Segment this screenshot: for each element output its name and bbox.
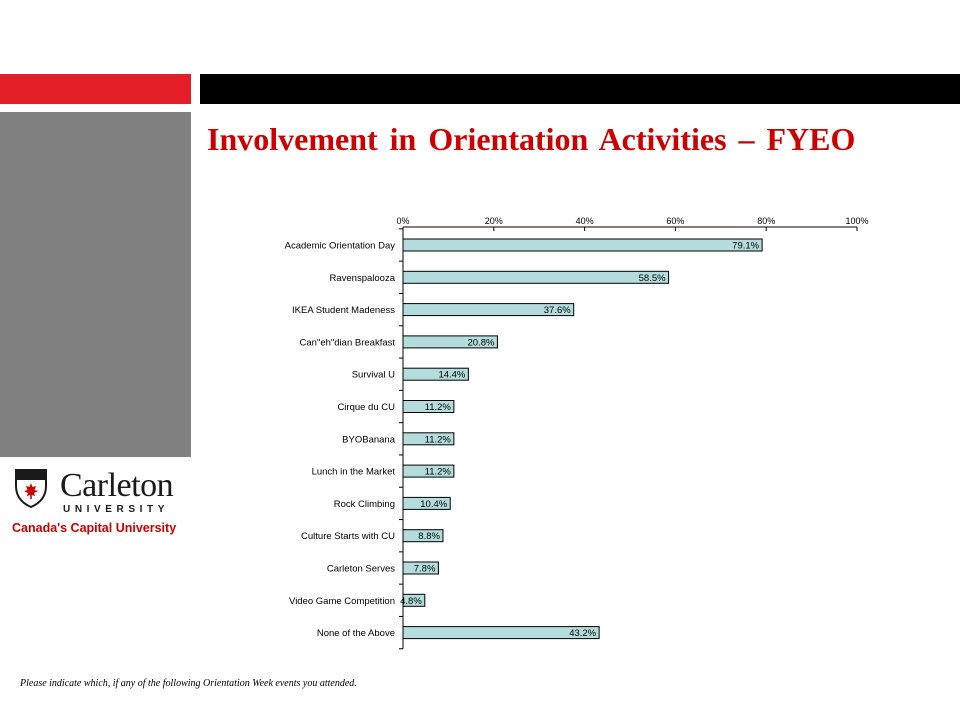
header-red-bar [0,74,191,104]
x-tick-label: 60% [666,216,684,226]
value-label: 11.2% [425,402,452,413]
x-tick-label: 40% [576,216,594,226]
value-label: 11.2% [425,467,452,478]
bar [402,593,426,607]
bar [402,464,455,478]
logo-wordmark: Carleton [60,467,174,504]
value-label: 43.2% [569,628,596,639]
category-label: None of the Above [317,628,395,639]
value-label: 11.2% [425,434,452,445]
value-label: 4.8% [400,596,422,607]
value-label: 10.4% [420,499,447,510]
value-label: 79.1% [732,241,759,252]
value-label: 8.8% [418,531,440,542]
header-black-bar [200,74,960,104]
category-label: Ravenspalooza [330,273,396,284]
logo-subtitle: UNIVERSITY [63,504,170,515]
category-label: BYOBanana [342,434,396,445]
value-label: 58.5% [639,273,666,284]
bar [402,367,469,381]
shield-icon [15,469,47,508]
bar [402,335,498,349]
side-gray-panel [0,112,191,457]
bar [402,270,670,284]
slide-title: Involvement in Orientation Activities – … [207,121,856,157]
category-label: Cirque du CU [337,402,395,413]
x-tick-label: 0% [396,216,409,226]
category-label: Can"eh"dian Breakfast [300,337,396,348]
value-label: 14.4% [438,370,465,381]
bar [402,238,763,252]
category-label: Culture Starts with CU [301,531,395,542]
x-tick-label: 80% [757,216,775,226]
bar [402,626,600,640]
x-tick-label: 20% [485,216,503,226]
value-label: 20.8% [467,337,494,348]
category-label: Lunch in the Market [312,467,396,478]
value-label: 7.8% [414,564,436,575]
bar-chart: 0% 20% 40% 60% 80% 100% Academic Orientation D… [285,216,869,650]
category-label: Academic Orientation Day [285,241,396,252]
bar [402,496,451,510]
category-label: Video Game Competition [289,596,395,607]
bar [402,400,455,413]
value-label: 37.6% [544,305,571,316]
logo-tagline: Canada's Capital University [12,521,177,535]
bar [402,303,575,317]
bar [402,529,444,543]
category-label: Rock Climbing [334,499,395,510]
category-label: IKEA Student Madeness [292,305,395,316]
footnote: Please indicate which, if any of the fol… [20,678,357,689]
carleton-logo: Carleton UNIVERSITY Canada's Capital Uni… [12,466,192,536]
category-label: Survival U [352,370,395,381]
bar [402,432,455,446]
bar [402,561,439,575]
category-label: Carleton Serves [327,564,395,575]
x-tick-label: 100% [845,216,868,226]
